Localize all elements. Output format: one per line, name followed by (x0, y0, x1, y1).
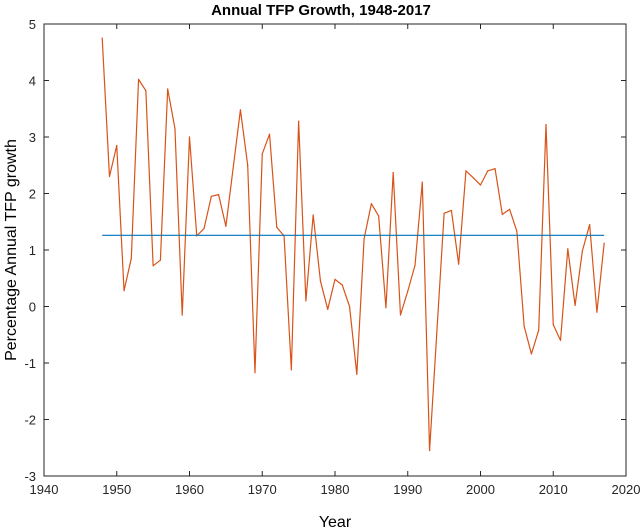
x-tick-label: 1980 (321, 482, 350, 497)
data-point (116, 144, 118, 147)
data-point (538, 329, 540, 331)
data-point (494, 168, 496, 170)
data-point (254, 372, 256, 374)
data-point (137, 78, 140, 80)
x-tick-label: 2020 (612, 482, 640, 497)
data-point (261, 153, 263, 155)
data-point (247, 164, 249, 166)
data-point (378, 215, 380, 217)
data-point (334, 278, 336, 280)
y-tick-label: 0 (29, 300, 36, 315)
data-point (407, 290, 409, 292)
data-point (581, 250, 583, 252)
data-point (167, 88, 169, 90)
data-point (268, 133, 271, 135)
data-point (181, 314, 183, 316)
data-point (348, 305, 351, 308)
y-axis-title: Percentage Annual TFP growth (3, 139, 20, 361)
x-tick-label: 1970 (248, 482, 277, 497)
data-point (298, 120, 300, 122)
data-point (501, 213, 503, 216)
x-tick-label: 2010 (539, 482, 568, 497)
data-point (203, 227, 205, 230)
data-point (421, 181, 423, 183)
data-point (479, 184, 482, 186)
data-point (152, 265, 154, 267)
data-point (108, 175, 111, 178)
chart-title: Annual TFP Growth, 1948-2017 (211, 2, 431, 19)
data-point (225, 225, 227, 227)
data-point (392, 171, 394, 174)
data-point (465, 170, 467, 172)
data-point (428, 449, 431, 452)
data-point (552, 323, 554, 326)
x-tick-label: 1940 (30, 482, 59, 497)
data-point (312, 214, 314, 216)
data-point (239, 109, 242, 111)
data-point (188, 136, 191, 138)
tfp-growth-line (101, 38, 605, 452)
y-tick-label: -1 (24, 356, 36, 371)
data-point (290, 369, 292, 371)
x-tick-label: 1960 (175, 482, 204, 497)
data-point (363, 238, 365, 240)
data-point (596, 311, 598, 313)
data-point (603, 242, 605, 244)
plot-area (43, 23, 627, 477)
data-point (276, 226, 278, 228)
y-tick-label: 2 (29, 187, 36, 202)
data-point (370, 203, 372, 205)
data-point (559, 339, 562, 341)
data-point (145, 90, 147, 92)
x-axis-title: Year (319, 514, 352, 531)
data-point (101, 37, 103, 39)
data-point (589, 223, 591, 226)
data-point (130, 257, 132, 260)
data-point (356, 373, 358, 375)
data-point (385, 307, 387, 309)
data-point (341, 284, 343, 286)
x-tick-label: 1990 (393, 482, 422, 497)
data-point (567, 248, 569, 250)
data-point (414, 264, 416, 266)
data-point (305, 300, 307, 302)
data-point (487, 170, 489, 172)
x-tick-label: 1950 (102, 482, 131, 497)
y-tick-label: 1 (29, 243, 36, 258)
data-point (218, 194, 220, 196)
y-tick-label: 5 (29, 17, 36, 32)
y-tick-label: -2 (24, 413, 36, 428)
data-point (174, 127, 176, 130)
axis-ticks: 1940 1950 1960 1970 1980 1990 2000 2010 2020 -3 -2… (24, 17, 640, 497)
data-point (210, 195, 212, 197)
data-point (574, 304, 576, 306)
data-point (159, 259, 161, 261)
data-point (327, 308, 329, 310)
data-point (472, 177, 474, 179)
data-point (319, 280, 322, 282)
data-point (530, 353, 533, 355)
data-point (123, 290, 125, 292)
data-point (399, 314, 402, 316)
data-point (545, 123, 547, 126)
data-point (436, 331, 438, 333)
y-tick-label: -3 (24, 469, 36, 484)
data-point (443, 212, 445, 214)
data-point (516, 230, 518, 232)
data-point (523, 325, 525, 327)
data-point (450, 209, 452, 212)
series-layer (101, 37, 605, 452)
data-point (509, 208, 511, 210)
y-tick-label: 4 (29, 74, 36, 89)
x-tick-label: 2000 (466, 482, 495, 497)
data-point (458, 263, 460, 265)
y-tick-label: 3 (29, 130, 36, 145)
data-point (232, 167, 234, 169)
